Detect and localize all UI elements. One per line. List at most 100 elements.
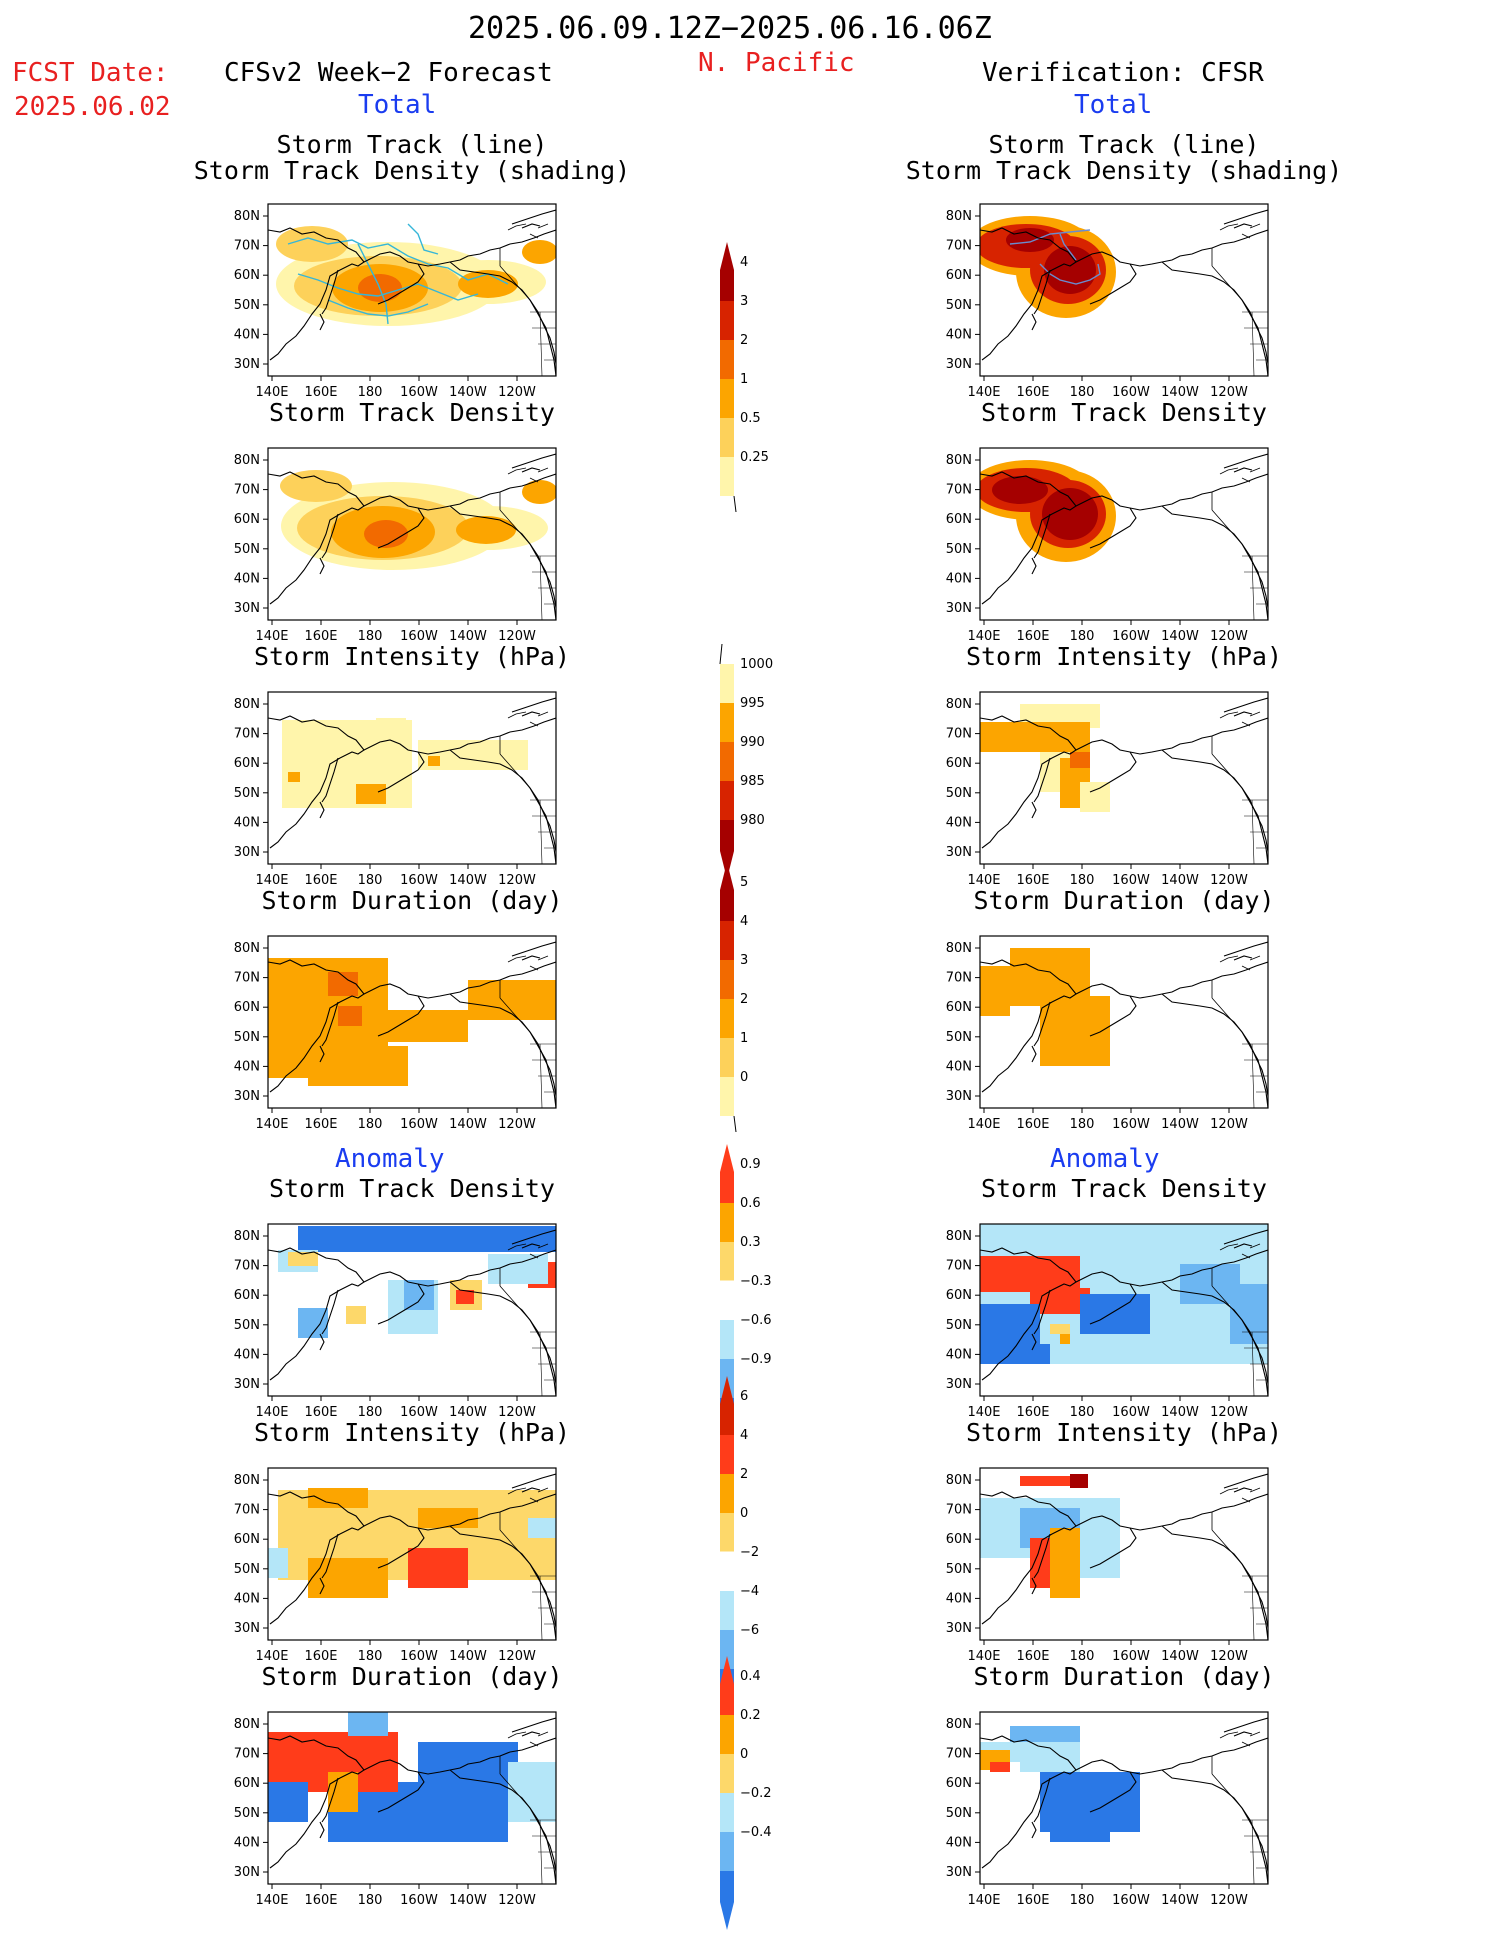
lat-tick-label: 80N bbox=[946, 697, 972, 712]
lon-tick-label: 180 bbox=[358, 873, 383, 888]
lat-tick-label: 60N bbox=[946, 1000, 972, 1015]
lon-tick-label: 140W bbox=[1161, 873, 1199, 888]
right-map-panel-5: 80N 70N 60N 50N 40N 30N 140E 160E 180 160W 140W 120… bbox=[934, 1467, 1272, 1668]
colorbar-tick-label: 0.9 bbox=[740, 1157, 761, 1172]
lat-tick-label: 60N bbox=[234, 1532, 260, 1547]
lat-tick-label: 70N bbox=[946, 483, 972, 498]
lat-tick-label: 70N bbox=[234, 727, 260, 742]
lat-tick-label: 30N bbox=[234, 1865, 260, 1880]
lon-tick-label: 120W bbox=[498, 1893, 536, 1908]
lat-tick-label: 70N bbox=[946, 1503, 972, 1518]
lat-tick-label: 80N bbox=[234, 209, 260, 224]
lat-tick-label: 40N bbox=[234, 1059, 260, 1074]
lat-tick-label: 30N bbox=[234, 1377, 260, 1392]
lon-tick-label: 160E bbox=[1016, 873, 1049, 888]
lon-tick-label: 120W bbox=[1210, 873, 1248, 888]
lat-tick-label: 80N bbox=[946, 1473, 972, 1488]
field-shade bbox=[1230, 1284, 1268, 1344]
lon-tick-label: 140W bbox=[449, 873, 487, 888]
left-map-panel-1: 80N 70N 60N 50N 40N 30N 140E 160E 180 160W 140W 120… bbox=[222, 447, 560, 648]
lat-tick-label: 40N bbox=[946, 1835, 972, 1850]
lon-tick-label: 140E bbox=[255, 1405, 288, 1420]
lon-tick-label: 120W bbox=[498, 385, 536, 400]
lat-tick-label: 60N bbox=[234, 1288, 260, 1303]
colorbar-tick-label: −0.3 bbox=[740, 1274, 772, 1289]
lon-tick-label: 160W bbox=[1112, 385, 1150, 400]
colorbar-tick-label: −6 bbox=[740, 1623, 759, 1638]
lon-tick-label: 140E bbox=[967, 1405, 1000, 1420]
lat-tick-label: 40N bbox=[946, 327, 972, 342]
field-shade bbox=[1040, 996, 1110, 1066]
lon-tick-label: 120W bbox=[1210, 1893, 1248, 1908]
lon-tick-label: 140E bbox=[967, 385, 1000, 400]
lon-tick-label: 160E bbox=[304, 629, 337, 644]
lat-tick-label: 30N bbox=[234, 1621, 260, 1636]
colorbar-anom_density: 0.9 0.6 0.3 −0.3 −0.6 −0.9 bbox=[716, 1142, 796, 1467]
field-shade bbox=[1080, 782, 1110, 812]
lon-tick-label: 160E bbox=[304, 1649, 337, 1664]
lon-tick-label: 180 bbox=[1070, 1405, 1095, 1420]
lat-tick-label: 60N bbox=[946, 268, 972, 283]
lat-tick-label: 50N bbox=[234, 1806, 260, 1821]
left-panel-0-subtitle: Storm Track Density (shading) bbox=[193, 156, 631, 185]
lon-tick-label: 160W bbox=[1112, 1117, 1150, 1132]
left-column-title: CFSv2 Week−2 Forecast bbox=[224, 58, 553, 88]
lat-tick-label: 70N bbox=[234, 971, 260, 986]
lon-tick-label: 180 bbox=[358, 1893, 383, 1908]
field-shade bbox=[276, 226, 348, 262]
lon-tick-label: 140W bbox=[1161, 1405, 1199, 1420]
lon-tick-label: 160W bbox=[400, 385, 438, 400]
left-panel-2-title: Storm Intensity (hPa) bbox=[253, 642, 571, 671]
lon-tick-label: 140W bbox=[449, 1405, 487, 1420]
colorbar-tick-label: 2 bbox=[740, 333, 748, 348]
colorbar-tick-label: −4 bbox=[740, 1584, 759, 1599]
field-shade bbox=[522, 480, 556, 504]
colorbar-intensity: 1000 995 990 985 980 bbox=[716, 642, 796, 889]
left-panel-4-title: Storm Track Density bbox=[269, 1174, 555, 1203]
field-shade bbox=[364, 520, 408, 548]
storm-track-line bbox=[327, 299, 429, 317]
lat-tick-label: 30N bbox=[234, 845, 260, 860]
lat-tick-label: 80N bbox=[234, 1717, 260, 1732]
lat-tick-label: 50N bbox=[234, 1562, 260, 1577]
lon-tick-label: 180 bbox=[358, 629, 383, 644]
storm-track-line bbox=[407, 223, 439, 255]
lat-tick-label: 70N bbox=[234, 1503, 260, 1518]
lon-tick-label: 180 bbox=[358, 1405, 383, 1420]
field-shade bbox=[308, 1046, 408, 1086]
colorbar-tick-label: 0.6 bbox=[740, 1196, 761, 1211]
lat-tick-label: 50N bbox=[946, 1318, 972, 1333]
colorbar-density: 4 3 2 1 0.5 0.25 bbox=[716, 240, 796, 526]
lat-tick-label: 50N bbox=[946, 298, 972, 313]
lat-tick-label: 70N bbox=[946, 1259, 972, 1274]
field-shade bbox=[1070, 752, 1090, 768]
lon-tick-label: 120W bbox=[498, 629, 536, 644]
left-map-panel-0: 80N 70N 60N 50N 40N 30N 140E 160E 180 160W 140W 120… bbox=[222, 203, 560, 404]
colorbar-tick-label: 0.3 bbox=[740, 1235, 761, 1250]
storm-track-line bbox=[1059, 233, 1077, 261]
field-shade bbox=[356, 784, 386, 804]
colorbar-tick-label: 3 bbox=[740, 294, 748, 309]
lon-tick-label: 120W bbox=[1210, 629, 1248, 644]
lon-tick-label: 120W bbox=[1210, 1649, 1248, 1664]
field-shade bbox=[268, 1548, 288, 1578]
lat-tick-label: 70N bbox=[946, 727, 972, 742]
field-shade bbox=[1020, 1476, 1080, 1486]
lat-tick-label: 30N bbox=[946, 845, 972, 860]
colorbar-tick-label: 990 bbox=[740, 735, 765, 750]
right-panel-2-title: Storm Intensity (hPa) bbox=[965, 642, 1283, 671]
lon-tick-label: 160W bbox=[400, 1405, 438, 1420]
field-shade bbox=[456, 516, 516, 544]
lon-tick-label: 140W bbox=[449, 1649, 487, 1664]
field-shade bbox=[418, 1508, 478, 1528]
lat-tick-label: 30N bbox=[946, 1089, 972, 1104]
field-shade bbox=[328, 1772, 358, 1812]
left-map-panel-2: 80N 70N 60N 50N 40N 30N 140E 160E 180 160W 140W 120… bbox=[222, 691, 560, 892]
left-panel-1-title: Storm Track Density bbox=[269, 398, 555, 427]
lon-tick-label: 180 bbox=[358, 385, 383, 400]
field-shade bbox=[428, 756, 440, 766]
lon-tick-label: 120W bbox=[498, 873, 536, 888]
field-shade bbox=[488, 1254, 548, 1284]
lon-tick-label: 140E bbox=[255, 873, 288, 888]
lon-tick-label: 160E bbox=[1016, 1649, 1049, 1664]
